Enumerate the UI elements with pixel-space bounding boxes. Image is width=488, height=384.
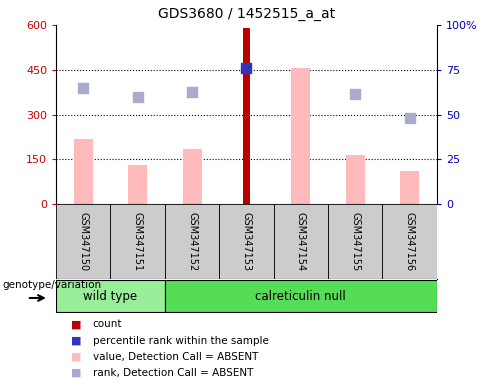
Title: GDS3680 / 1452515_a_at: GDS3680 / 1452515_a_at (158, 7, 335, 21)
Bar (383, 204, 437, 279)
Bar (274, 204, 328, 279)
Bar (219, 204, 274, 279)
Bar (183, 149, 202, 204)
Text: GSM347152: GSM347152 (187, 212, 197, 271)
Point (243, 65, 250, 71)
Bar (291, 68, 310, 204)
Text: count: count (93, 319, 122, 329)
Text: ■: ■ (71, 336, 81, 346)
Bar (56, 204, 110, 279)
Bar (400, 171, 419, 204)
Text: ■: ■ (71, 352, 81, 362)
Bar (243, 28, 250, 204)
Text: wild type: wild type (83, 290, 138, 303)
Point (406, 114, 413, 121)
Bar (165, 204, 219, 279)
Text: value, Detection Call = ABSENT: value, Detection Call = ABSENT (93, 352, 258, 362)
Text: GSM347153: GSM347153 (242, 212, 251, 271)
Text: ■: ■ (71, 319, 81, 329)
Bar (74, 139, 93, 204)
Text: ■: ■ (71, 368, 81, 378)
Point (351, 91, 359, 97)
Bar (110, 204, 165, 279)
Text: GSM347151: GSM347151 (133, 212, 142, 271)
Bar (346, 155, 365, 204)
Text: percentile rank within the sample: percentile rank within the sample (93, 336, 268, 346)
Bar (56, 280, 165, 312)
Point (80, 84, 87, 91)
Text: calreticulin null: calreticulin null (255, 290, 346, 303)
Bar (328, 204, 383, 279)
Point (134, 94, 142, 100)
Bar (165, 280, 437, 312)
Text: GSM347155: GSM347155 (350, 212, 360, 271)
Text: genotype/variation: genotype/variation (2, 280, 102, 290)
Text: GSM347150: GSM347150 (78, 212, 88, 271)
Text: GSM347154: GSM347154 (296, 212, 306, 271)
Text: GSM347156: GSM347156 (405, 212, 415, 271)
Bar (128, 166, 147, 204)
Point (188, 89, 196, 95)
Text: rank, Detection Call = ABSENT: rank, Detection Call = ABSENT (93, 368, 253, 378)
